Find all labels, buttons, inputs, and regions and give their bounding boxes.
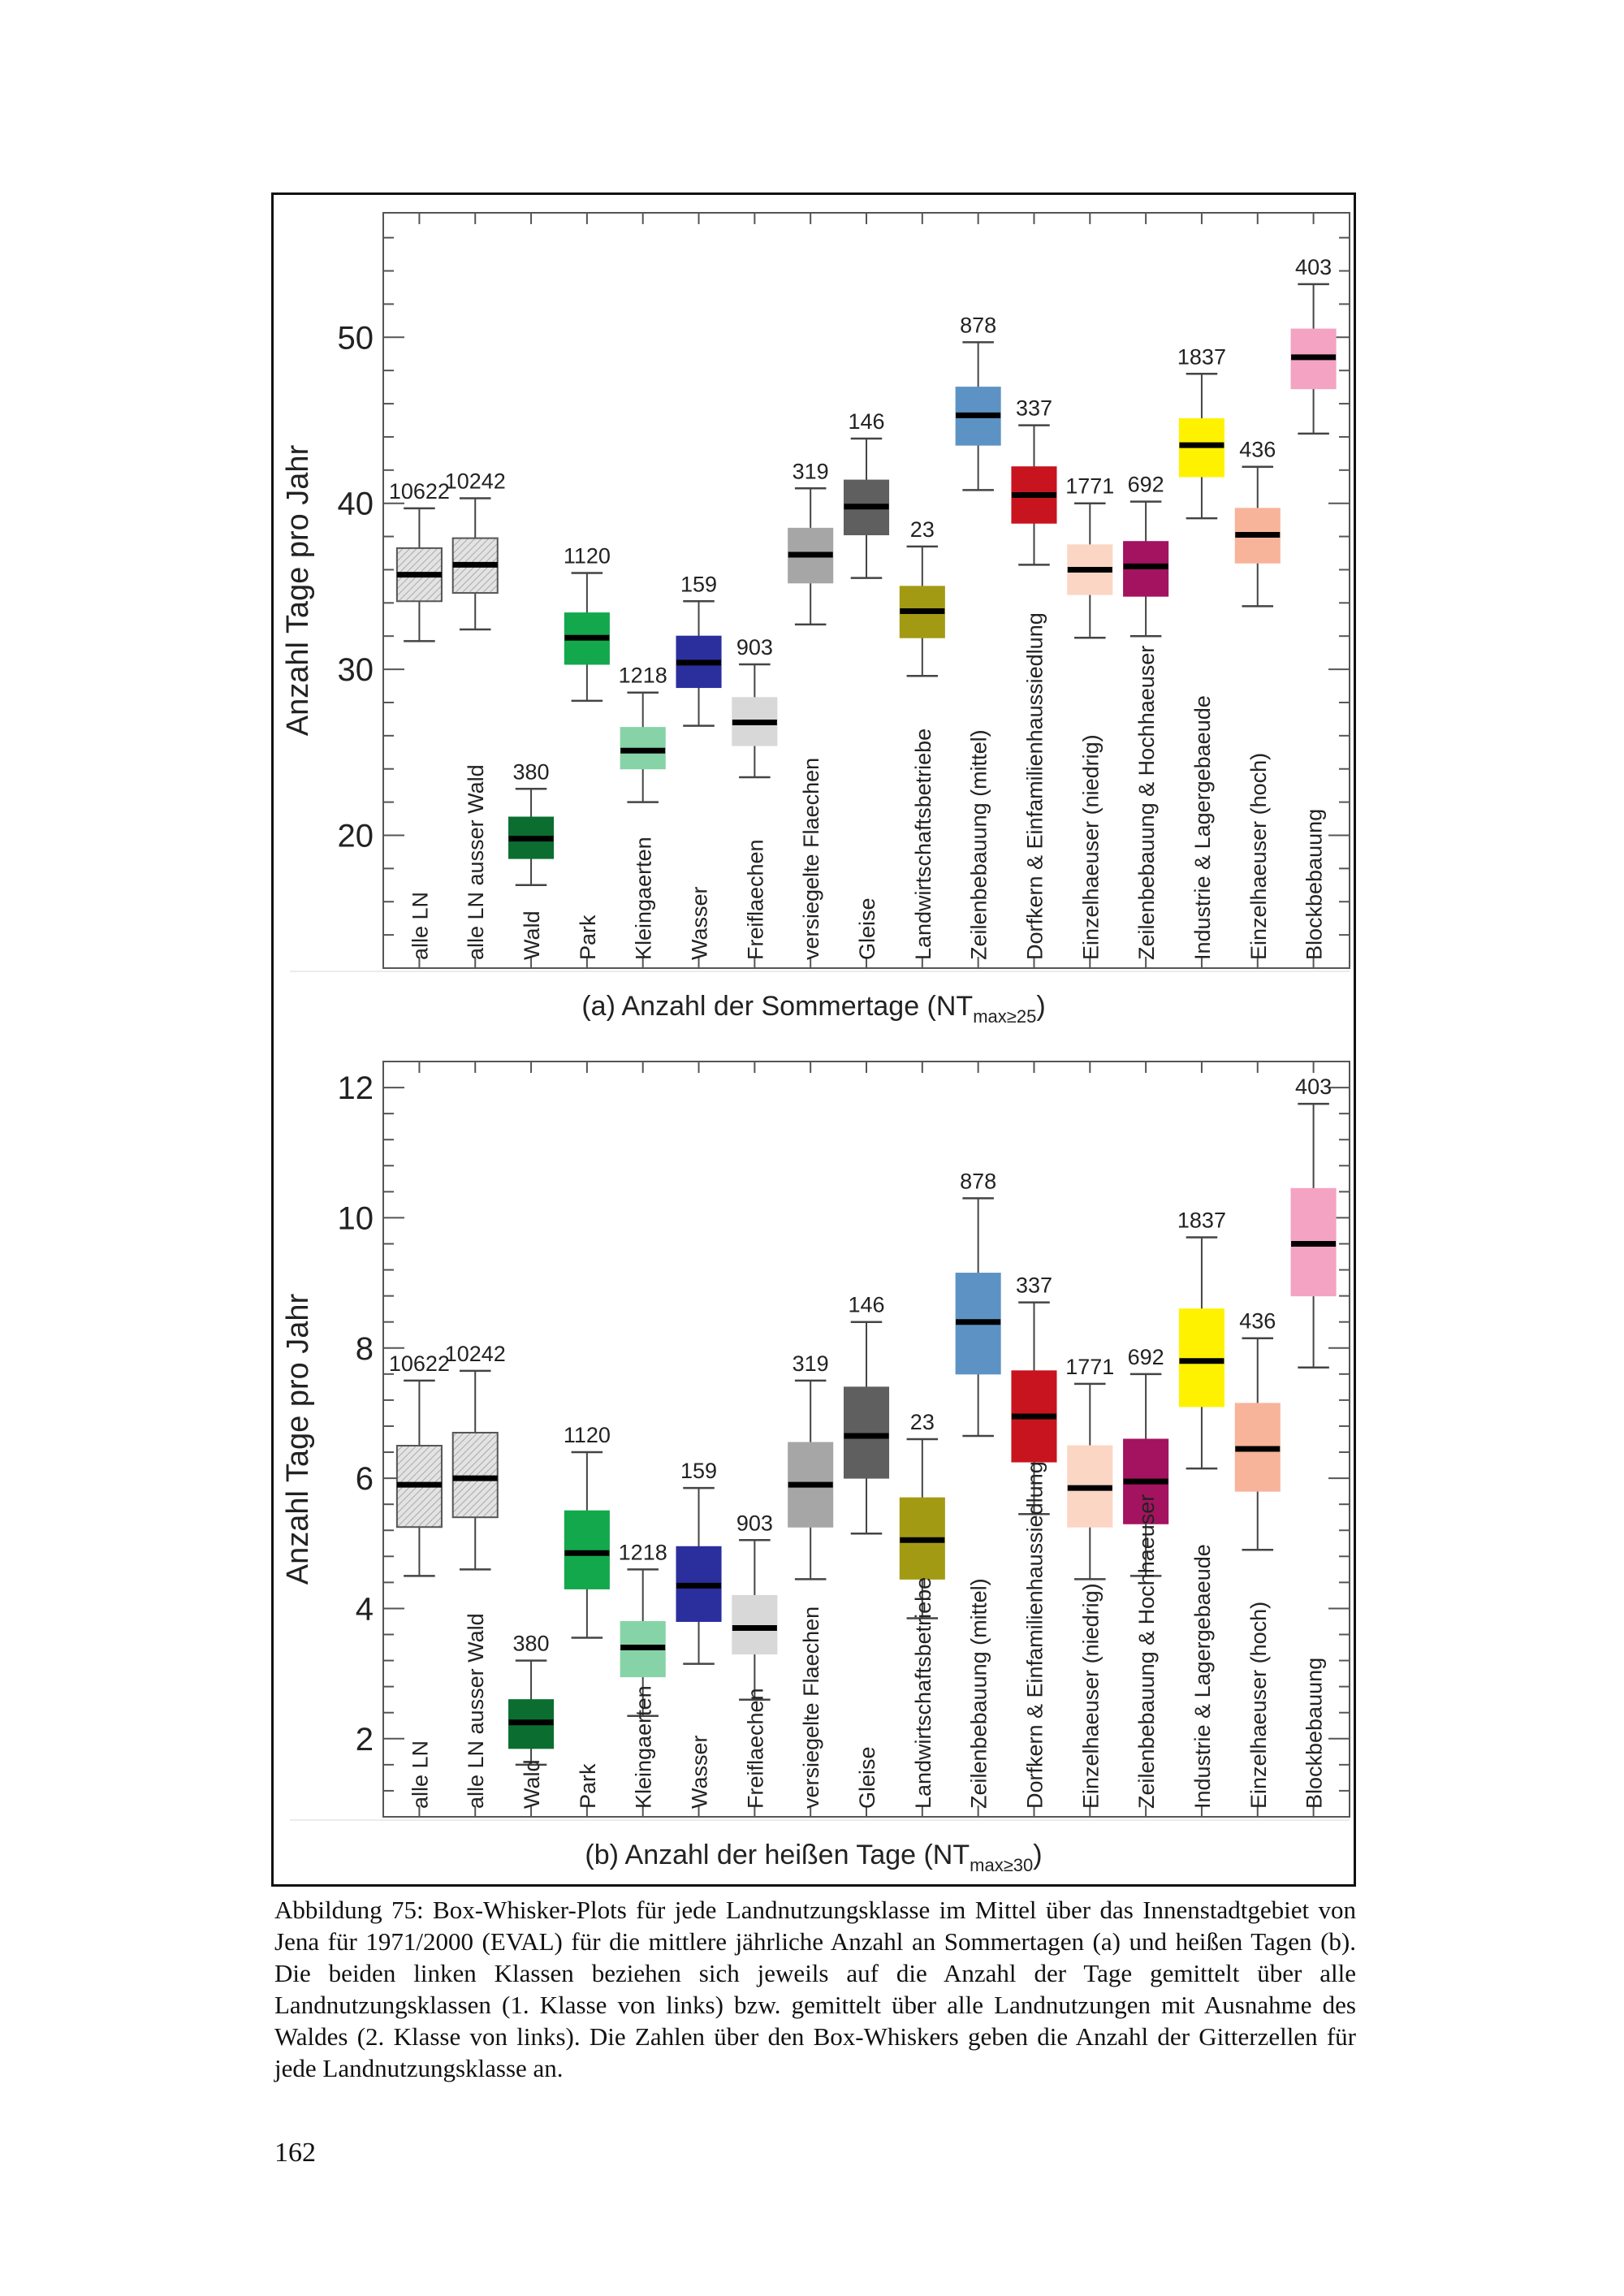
cell-count-label: 1837 xyxy=(1177,344,1226,369)
x-category-label: Blockbebauung xyxy=(1302,1658,1327,1809)
x-category-label: Landwirtschaftsbetriebe xyxy=(911,729,935,960)
figure-caption: Abbildung 75: Box-Whisker-Plots für jede… xyxy=(274,1896,1356,2082)
y-tick-label: 50 xyxy=(338,320,374,356)
y-tick-label: 4 xyxy=(356,1591,374,1627)
y-tick-label: 2 xyxy=(356,1722,374,1758)
box-alle-ln-ausser-wald xyxy=(451,1431,499,1519)
x-category-label: Wasser xyxy=(688,886,712,960)
cell-count-label: 380 xyxy=(513,759,550,784)
panel-title: (a) Anzahl der Sommertage (NTmax≥25) xyxy=(581,991,1045,1027)
cell-count-label: 903 xyxy=(736,635,773,659)
cell-count-label: 337 xyxy=(1016,1273,1052,1298)
x-category-label: alle LN ausser Wald xyxy=(464,764,488,960)
x-category-label: Gleise xyxy=(855,1746,879,1809)
cell-count-label: 10622 xyxy=(389,1351,450,1376)
cell-count-label: 878 xyxy=(960,1169,996,1193)
x-category-label: alle LN xyxy=(408,892,432,960)
y-tick-label: 10 xyxy=(338,1200,374,1236)
y-tick-label: 6 xyxy=(356,1461,374,1497)
x-category-label: Einzelhaeuser (niedrig) xyxy=(1078,1583,1103,1809)
cell-count-label: 1218 xyxy=(619,664,667,688)
cell-count-label: 436 xyxy=(1239,1309,1276,1334)
y-tick-label: 8 xyxy=(356,1331,374,1367)
x-category-label: versiegelte Flaechen xyxy=(799,1606,823,1809)
x-category-label: Einzelhaeuser (niedrig) xyxy=(1078,734,1103,960)
x-category-label: Zeilenbebauung & Hochhaeuser xyxy=(1134,1494,1159,1809)
cell-count-label: 380 xyxy=(513,1632,550,1656)
cell-count-label: 692 xyxy=(1128,1345,1164,1369)
x-category-label: Freiflaechen xyxy=(743,1688,767,1809)
cell-count-label: 10242 xyxy=(445,1342,506,1366)
cell-count-label: 337 xyxy=(1016,396,1052,421)
cell-count-label: 436 xyxy=(1239,438,1276,462)
cell-count-label: 10622 xyxy=(389,479,450,504)
y-tick-label: 30 xyxy=(338,652,374,688)
y-tick-label: 20 xyxy=(338,818,374,854)
panel-title-subscript: max≥25 xyxy=(973,1006,1036,1027)
x-category-label: Dorfkern & Einfamilienhaussiedlung xyxy=(1022,612,1047,960)
x-category-label: Einzelhaeuser (hoch) xyxy=(1246,1602,1271,1809)
cell-count-label: 159 xyxy=(680,1459,717,1483)
box-industrie-lagergebaeude xyxy=(1178,1308,1224,1407)
cell-count-label: 1771 xyxy=(1065,1355,1114,1379)
x-category-label: Wasser xyxy=(688,1735,712,1809)
cell-count-label: 692 xyxy=(1128,473,1164,497)
cell-count-label: 23 xyxy=(910,517,935,542)
cell-count-label: 319 xyxy=(793,459,829,483)
y-axis-label: Anzahl Tage pro Jahr xyxy=(281,444,315,736)
x-category-label: Gleise xyxy=(855,897,879,960)
x-category-label: Zeilenbebauung & Hochhaeuser xyxy=(1134,646,1159,960)
x-category-label: Kleingaerten xyxy=(632,1685,656,1809)
x-category-label: Industrie & Lagergebaeude xyxy=(1190,1544,1215,1809)
cell-count-label: 159 xyxy=(680,572,717,596)
cell-count-label: 1771 xyxy=(1065,474,1114,499)
cell-count-label: 1120 xyxy=(564,544,611,569)
x-category-label: Kleingaerten xyxy=(632,837,656,960)
panel-title-main: (b) Anzahl der heißen Tage (NT xyxy=(585,1840,970,1870)
cell-count-label: 10242 xyxy=(445,469,506,494)
x-category-label: Blockbebauung xyxy=(1302,809,1327,960)
x-category-label: Wald xyxy=(520,910,544,960)
panel-title-main: (a) Anzahl der Sommertage (NT xyxy=(581,991,973,1022)
page-number: 162 xyxy=(274,2138,316,2168)
box-gleise xyxy=(843,1386,890,1479)
panel-title-subscript: max≥30 xyxy=(970,1855,1033,1875)
x-category-label: Freiflaechen xyxy=(743,839,767,960)
cell-count-label: 1837 xyxy=(1177,1208,1226,1232)
box-park xyxy=(564,1510,610,1589)
x-category-label: versiegelte Flaechen xyxy=(799,758,823,960)
x-category-label: Park xyxy=(576,915,600,960)
cell-count-label: 903 xyxy=(736,1511,773,1535)
panel-title: (b) Anzahl der heißen Tage (NTmax≥30) xyxy=(585,1840,1042,1875)
boxplot-panel-summer-days: 20 30 40 50 Anzahl Tage pro Jahr 10622 alle LN… xyxy=(281,212,1350,1027)
x-category-label: Park xyxy=(576,1763,600,1809)
box-freiflaechen xyxy=(732,1594,778,1655)
cell-count-label: 23 xyxy=(910,1410,935,1434)
x-category-label: Zeilenbebauung (mittel) xyxy=(967,1578,991,1809)
x-category-label: alle LN xyxy=(408,1740,432,1809)
y-tick-label: 40 xyxy=(338,486,374,522)
cell-count-label: 146 xyxy=(848,409,884,434)
x-category-label: Landwirtschaftsbetriebe xyxy=(911,1577,935,1809)
y-tick-label: 12 xyxy=(338,1070,374,1106)
figure-frame: 20 30 40 50 Anzahl Tage pro Jahr 10622 alle LN… xyxy=(271,192,1356,1887)
cell-count-label: 1120 xyxy=(564,1423,611,1447)
cell-count-label: 146 xyxy=(848,1293,884,1317)
x-category-label: Zeilenbebauung (mittel) xyxy=(967,729,991,960)
cell-count-label: 878 xyxy=(960,313,996,337)
x-category-label: Dorfkern & Einfamilienhaussiedlung xyxy=(1022,1461,1047,1809)
cell-count-label: 403 xyxy=(1295,1074,1332,1099)
cell-count-label: 319 xyxy=(793,1351,829,1376)
panel-title-suffix: ) xyxy=(1036,991,1045,1022)
panel-title-suffix: ) xyxy=(1033,1840,1042,1870)
x-category-label: Einzelhaeuser (hoch) xyxy=(1246,753,1271,960)
x-category-label: Wald xyxy=(520,1759,544,1809)
cell-count-label: 1218 xyxy=(619,1540,667,1564)
cell-count-label: 403 xyxy=(1295,255,1332,279)
x-category-label: Industrie & Lagergebaeude xyxy=(1190,695,1215,960)
y-axis-label: Anzahl Tage pro Jahr xyxy=(281,1293,315,1585)
x-category-label: alle LN ausser Wald xyxy=(464,1613,488,1809)
boxplot-panel-hot-days: 2 4 6 8 10 12 Anzahl Tage pro Jahr 10622 alle LN… xyxy=(281,1061,1350,1875)
